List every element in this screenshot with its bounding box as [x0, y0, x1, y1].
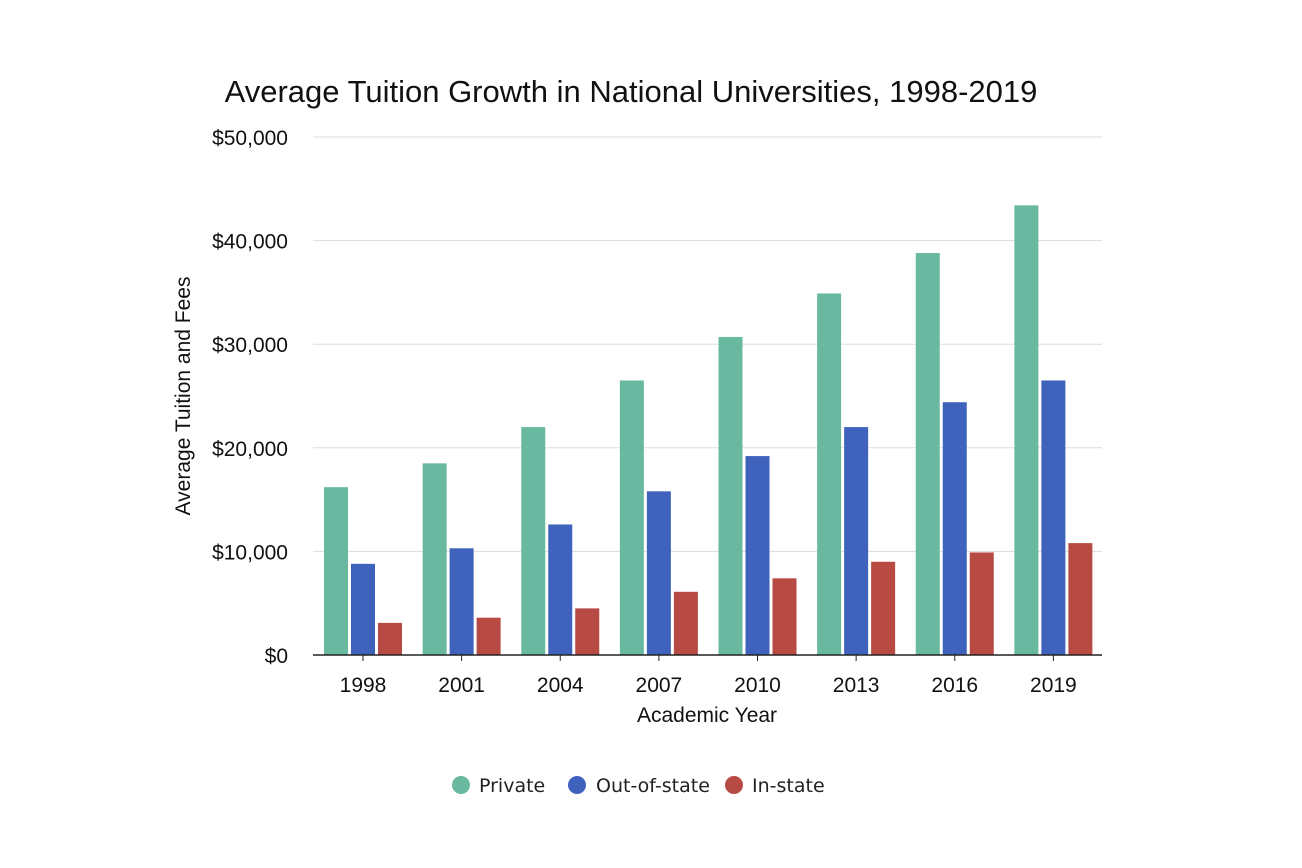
bars	[324, 205, 1093, 656]
gridlines	[313, 136, 1102, 552]
y-tick-label: $10,000	[212, 541, 288, 564]
legend-swatch	[725, 776, 743, 794]
bar-private-1998	[324, 487, 348, 655]
y-tick-label: $0	[265, 645, 288, 668]
bar-in-state-2016	[969, 552, 994, 655]
x-tick-label: 2001	[438, 674, 485, 697]
bar-in-state-2001	[476, 617, 501, 655]
bar-private-2007	[619, 380, 644, 655]
bar-in-state-2013	[871, 561, 896, 655]
legend-swatch	[452, 776, 470, 794]
bar-out-of-state-1998	[351, 563, 375, 655]
y-tick-label: $30,000	[212, 334, 288, 357]
y-axis-label: Average Tuition and Fees	[172, 277, 195, 516]
x-tick-label: 2010	[734, 674, 781, 697]
legend: Private Out-of-state In-state	[452, 775, 825, 797]
bar-in-state-2019	[1068, 543, 1093, 655]
y-tick-label: $50,000	[212, 127, 288, 150]
y-tick-label: $40,000	[212, 231, 288, 254]
bar-out-of-state-2013	[844, 427, 869, 655]
bar-out-of-state-2004	[548, 524, 573, 655]
bar-private-2010	[718, 336, 743, 655]
legend-label: Out-of-state	[596, 775, 710, 797]
bar-in-state-2007	[673, 591, 698, 655]
y-axis-ticks: $0 $10,000 $20,000 $30,000 $40,000 $50,000	[212, 127, 288, 668]
bar-in-state-2004	[575, 608, 600, 655]
x-tick-label: 2013	[833, 674, 880, 697]
bar-out-of-state-2016	[942, 402, 967, 655]
legend-label: Private	[479, 775, 545, 797]
x-tick-label: 2004	[537, 674, 584, 697]
x-tick-label: 2016	[931, 674, 978, 697]
bar-private-2016	[915, 253, 940, 656]
x-tick-label: 1998	[340, 674, 387, 697]
bar-private-2004	[521, 427, 546, 655]
x-axis-label: Academic Year	[637, 704, 777, 727]
bar-private-2001	[422, 463, 447, 655]
bar-in-state-1998	[378, 622, 402, 655]
legend-swatch	[568, 776, 586, 794]
x-tick-label: 2007	[636, 674, 683, 697]
x-tick-label: 2019	[1030, 674, 1077, 697]
x-axis-ticks: 1998 2001 2004 2007 2010 2013 2016 2019	[340, 655, 1077, 697]
bar-out-of-state-2019	[1041, 380, 1066, 655]
legend-label: In-state	[752, 775, 825, 797]
bar-out-of-state-2007	[646, 491, 671, 655]
bar-in-state-2010	[772, 578, 797, 655]
bar-out-of-state-2001	[449, 548, 474, 655]
y-tick-label: $20,000	[212, 438, 288, 461]
chart-title: Average Tuition Growth in National Unive…	[225, 74, 1038, 109]
bar-private-2013	[817, 293, 842, 655]
bar-out-of-state-2010	[745, 456, 770, 655]
bar-private-2019	[1014, 205, 1039, 655]
